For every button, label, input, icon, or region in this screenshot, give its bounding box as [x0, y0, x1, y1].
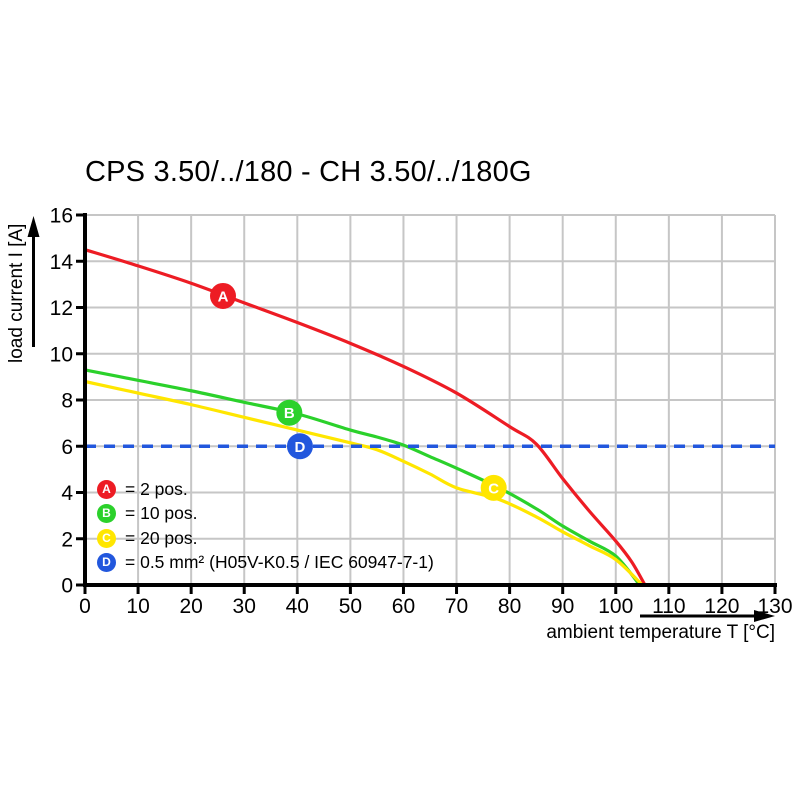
legend-row-A: A = 2 pos. [97, 477, 434, 502]
x-tick-label: 40 [286, 595, 309, 618]
x-tick-label: 60 [392, 595, 415, 618]
y-tick-label: 14 [50, 251, 74, 274]
x-tick-label: 80 [498, 595, 521, 618]
curve-marker-letter: B [284, 405, 295, 422]
legend-label-A: = 2 pos. [125, 478, 188, 499]
x-tick-label: 10 [126, 595, 149, 618]
y-tick-label: 8 [61, 390, 73, 413]
curve-marker-letter: D [295, 439, 306, 456]
legend-marker-B: B [97, 504, 116, 524]
x-tick-label: 50 [339, 595, 362, 618]
legend-row-C: C = 20 pos. [97, 526, 434, 551]
y-tick-label: 16 [50, 205, 73, 228]
legend-label-B: = 10 pos. [125, 503, 198, 524]
curve-marker-D [286, 433, 313, 460]
curve-C [84, 379, 644, 587]
x-tick-label: 0 [79, 595, 91, 618]
curve-marker-letter: C [488, 480, 499, 497]
legend-marker-C: C [97, 528, 116, 548]
curve-marker-B [276, 399, 303, 426]
curve-marker-C [480, 474, 507, 501]
y-tick-label: 10 [50, 343, 73, 366]
y-tick-label: 12 [50, 297, 73, 320]
y-tick-label: 0 [61, 575, 73, 598]
x-tick-label: 90 [551, 595, 574, 618]
y-tick-label: 2 [61, 528, 73, 551]
x-tick-label: 110 [652, 595, 685, 618]
legend-marker-A: A [97, 479, 116, 499]
x-tick-label: 70 [445, 595, 468, 618]
x-tick-label: 120 [704, 595, 739, 618]
chart-title: CPS 3.50/../180 - CH 3.50/../180G [85, 156, 532, 188]
x-axis-label: ambient temperature T [°C] [546, 622, 775, 643]
legend-row-D: D = 0.5 mm² (H05V-K0.5 / IEC 60947-7-1) [97, 551, 434, 576]
legend-marker-D: D [97, 553, 116, 573]
x-tick-label: 130 [757, 595, 792, 618]
y-tick-label: 6 [61, 436, 73, 459]
legend: A = 2 pos. B = 10 pos. C = 20 pos. D = 0.5 mm² … [97, 477, 434, 575]
legend-label-C: = 20 pos. [125, 527, 198, 548]
legend-row-B: B = 10 pos. [97, 502, 434, 527]
y-axis-arrow-icon [27, 216, 40, 237]
y-tick-label: 4 [61, 482, 73, 505]
x-tick-label: 20 [179, 595, 202, 618]
curve-marker-letter: A [218, 288, 229, 305]
legend-label-D: = 0.5 mm² (H05V-K0.5 / IEC 60947-7-1) [125, 552, 434, 573]
curve-B [84, 368, 641, 587]
x-tick-label: 100 [598, 595, 633, 618]
curve-A [84, 248, 647, 586]
x-tick-label: 30 [233, 595, 256, 618]
curve-marker-A [210, 282, 236, 309]
x-axis-arrow-icon [754, 610, 775, 622]
